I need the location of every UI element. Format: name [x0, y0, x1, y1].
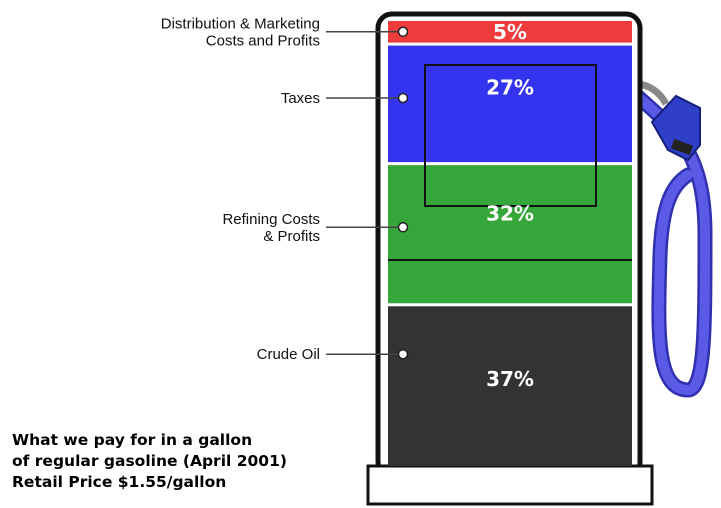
- segment-4: [388, 306, 632, 466]
- caption-line-2: of regular gasoline (April 2001): [12, 452, 287, 470]
- category-label-1-line-2: Costs and Profits: [206, 32, 320, 49]
- caption-line-1: What we pay for in a gallon: [12, 431, 253, 449]
- leader-dot-4: [397, 348, 409, 360]
- value-label-4: 37%: [486, 367, 534, 391]
- leader-dot-3: [397, 222, 409, 233]
- segment-3: [388, 165, 632, 304]
- category-label-3-line-2: & Profits: [263, 228, 320, 245]
- category-label-2-line-1: Taxes: [281, 90, 320, 107]
- value-label-1: 5%: [493, 20, 527, 44]
- pump-base: [366, 464, 654, 506]
- value-label-3: 32%: [486, 202, 534, 226]
- category-label-1-line-1: Distribution & Marketing: [161, 15, 320, 32]
- category-label-3-line-1: Refining Costs: [222, 211, 320, 228]
- leader-dot-2: [397, 92, 409, 104]
- value-label-2: 27%: [486, 76, 534, 100]
- fuel-hose-highlight: [631, 90, 711, 396]
- chart-caption: What we pay for in a gallon of regular g…: [12, 430, 287, 493]
- category-label-4-line-1: Crude Oil: [257, 346, 320, 363]
- leader-dot-1: [397, 26, 409, 38]
- pump-window-frame: [424, 64, 597, 207]
- caption-line-3: Retail Price $1.55/gallon: [12, 473, 227, 491]
- segment-1: [388, 21, 632, 43]
